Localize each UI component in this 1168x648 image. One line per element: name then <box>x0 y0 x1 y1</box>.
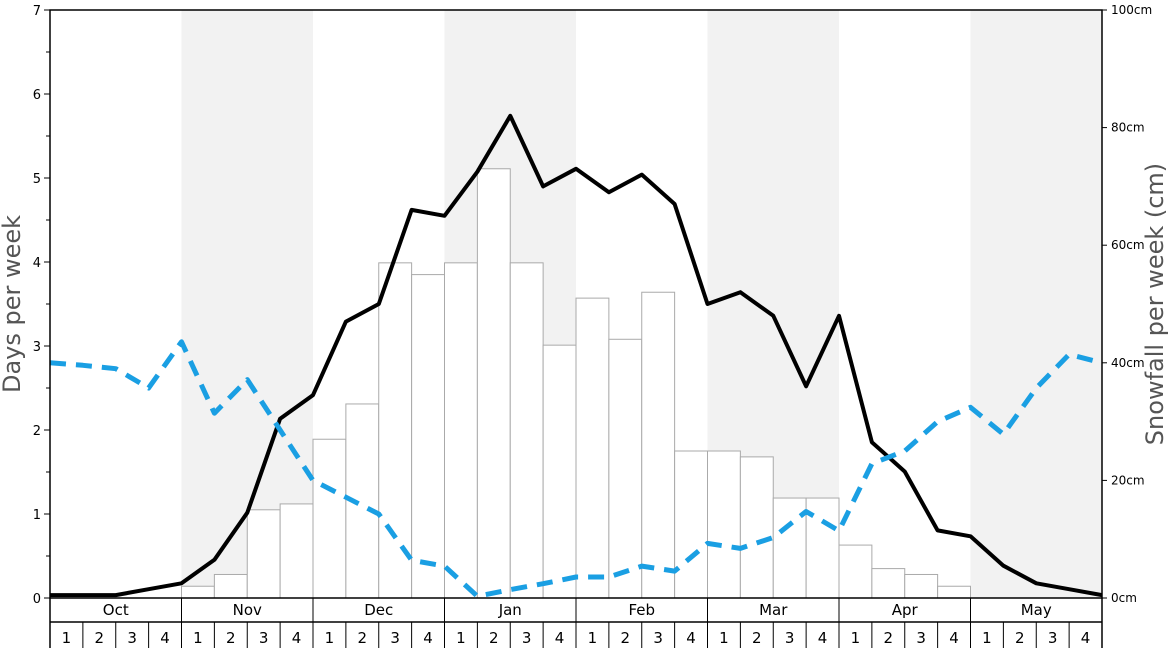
right-tick-label: 0cm <box>1111 591 1137 605</box>
bar <box>542 344 577 599</box>
week-label: 1 <box>62 629 72 647</box>
bar <box>937 585 971 599</box>
week-label: 3 <box>127 629 137 647</box>
week-label: 2 <box>752 629 762 647</box>
bar <box>871 568 906 599</box>
week-label: 4 <box>1081 629 1091 647</box>
left-tick-label: 0 <box>33 592 41 607</box>
left-tick-label: 6 <box>33 88 41 103</box>
week-label: 1 <box>851 629 861 647</box>
month-label-nov: Nov <box>233 601 262 619</box>
bar <box>411 274 445 599</box>
week-label: 1 <box>982 629 992 647</box>
bar <box>246 509 281 599</box>
bar <box>181 585 215 599</box>
week-label: 1 <box>719 629 729 647</box>
week-label: 3 <box>522 629 532 647</box>
week-label: 1 <box>325 629 335 647</box>
week-label: 4 <box>423 629 433 647</box>
week-label: 2 <box>621 629 631 647</box>
bar <box>279 503 314 599</box>
x-axis: Oct 1 2 3 4 Nov 1 2 3 4 Dec 1 2 3 4 Jan 1 2 3 4 Feb 1 2 3 4 Mar 1 2… <box>49 598 1103 648</box>
month-label-apr: Apr <box>892 601 919 619</box>
chart-lines <box>49 113 1103 599</box>
solid-line <box>50 113 1103 598</box>
month-label-jan: Jan <box>498 601 522 619</box>
y-axis-title-right: Snowfall per week (cm) <box>1141 163 1168 445</box>
bar <box>213 573 248 599</box>
week-label: 2 <box>489 629 499 647</box>
week-label: 3 <box>653 629 663 647</box>
right-tick-label: 100cm <box>1111 3 1152 17</box>
week-label: 4 <box>818 629 828 647</box>
bar <box>378 262 413 599</box>
left-tick-label: 1 <box>33 508 41 523</box>
week-label: 1 <box>588 629 598 647</box>
week-label: 4 <box>555 629 565 647</box>
shade-band-may <box>970 10 1102 598</box>
week-label: 1 <box>193 629 203 647</box>
right-tick-label: 20cm <box>1111 473 1145 487</box>
shade-band-nov <box>181 10 313 598</box>
week-label: 4 <box>292 629 302 647</box>
bar <box>838 544 873 599</box>
month-label-oct: Oct <box>103 601 129 619</box>
bar <box>904 573 939 599</box>
bar <box>608 338 643 599</box>
bar <box>509 262 544 599</box>
month-label-feb: Feb <box>628 601 655 619</box>
week-label: 3 <box>390 629 400 647</box>
left-tick-label: 4 <box>33 256 41 271</box>
week-label: 2 <box>1015 629 1025 647</box>
bar <box>575 297 610 599</box>
left-axis: 0 1 2 3 4 5 6 7 <box>33 4 50 607</box>
left-tick-label: 7 <box>33 4 41 19</box>
right-axis: 0cm 20cm 40cm 60cm 80cm 100cm <box>1102 3 1152 605</box>
week-label: 4 <box>160 629 170 647</box>
right-tick-label: 60cm <box>1111 238 1145 252</box>
bar <box>444 262 478 599</box>
dashed-line <box>49 339 1103 599</box>
week-label: 2 <box>226 629 236 647</box>
snowfall-bars <box>181 168 971 599</box>
bar <box>476 168 511 599</box>
right-tick-label: 40cm <box>1111 356 1145 370</box>
left-tick-label: 3 <box>33 340 41 355</box>
week-label: 4 <box>949 629 959 647</box>
month-label-mar: Mar <box>759 601 788 619</box>
week-label: 2 <box>358 629 368 647</box>
bar <box>312 438 347 599</box>
week-label: 2 <box>884 629 894 647</box>
week-label: 2 <box>95 629 105 647</box>
week-label: 3 <box>785 629 795 647</box>
month-label-may: May <box>1021 601 1052 619</box>
bar <box>707 450 741 599</box>
left-tick-label: 2 <box>33 424 41 439</box>
week-label: 3 <box>259 629 269 647</box>
y-axis-title-left: Days per week <box>0 215 26 393</box>
week-label: 3 <box>916 629 926 647</box>
bar <box>641 291 676 599</box>
bar <box>674 450 708 599</box>
right-tick-label: 80cm <box>1111 121 1145 135</box>
week-label: 1 <box>456 629 466 647</box>
week-label: 4 <box>686 629 696 647</box>
bar <box>739 456 774 599</box>
month-label-dec: Dec <box>364 601 393 619</box>
left-tick-label: 5 <box>33 172 41 187</box>
week-label: 3 <box>1048 629 1058 647</box>
